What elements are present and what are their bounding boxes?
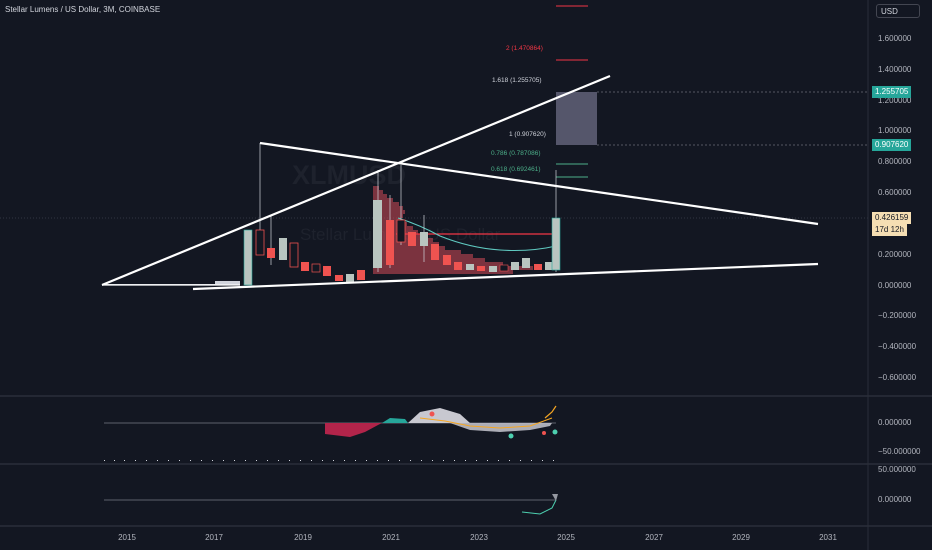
fib-label-1618: 1.618 (1.255705)	[492, 77, 542, 84]
price-tick: 0.000000	[878, 281, 912, 290]
price-tick: 0.800000	[878, 157, 912, 166]
time-tick: 2015	[118, 533, 136, 542]
fib-label-0618: 0.618 (0.692461)	[491, 166, 541, 173]
symbol-watermark: XLMUSD	[292, 160, 406, 190]
indicator1-tick: −50.000000	[878, 447, 921, 456]
time-tick: 2027	[645, 533, 663, 542]
price-tick: 1.200000	[878, 96, 912, 105]
fib-1618-price-label: 1.255705	[872, 86, 912, 98]
fib-target-box[interactable]	[556, 92, 597, 145]
time-tick: 2017	[205, 533, 223, 542]
fib-label-0786: 0.786 (0.787086)	[491, 150, 541, 157]
current-price-label: 0.426159	[872, 212, 912, 224]
price-tick: 1.000000	[878, 126, 912, 135]
fib-1-price-label: 0.907620	[872, 139, 912, 151]
price-tick: −0.400000	[878, 342, 917, 351]
indicator2-tick: 0.000000	[878, 495, 912, 504]
trendlines[interactable]	[101, 74, 819, 291]
fib-label-1: 1 (0.907620)	[509, 131, 546, 138]
time-tick: 2025	[557, 533, 575, 542]
price-tick: −0.200000	[878, 311, 917, 320]
price-tick: 0.600000	[878, 188, 912, 197]
indicator1-tick: 0.000000	[878, 418, 912, 427]
price-tick: 1.400000	[878, 65, 912, 74]
symbol-title[interactable]: Stellar Lumens / US Dollar, 3M, COINBASE	[5, 5, 161, 14]
indicator2-plot[interactable]	[104, 494, 558, 515]
time-tick: 2031	[819, 533, 837, 542]
indicator1-plot[interactable]	[104, 405, 558, 461]
indicator2-tick: 50.000000	[878, 465, 916, 474]
moving-average	[397, 217, 557, 252]
time-tick: 2021	[382, 533, 400, 542]
time-tick: 2029	[732, 533, 750, 542]
price-tick: −0.600000	[878, 373, 917, 382]
price-tick: 0.200000	[878, 250, 912, 259]
time-tick: 2023	[470, 533, 488, 542]
countdown-label: 17d 12h	[872, 224, 907, 236]
fib-label-2: 2 (1.470864)	[506, 45, 543, 52]
currency-button[interactable]: USD	[876, 4, 920, 18]
price-tick: 1.600000	[878, 34, 912, 43]
time-tick: 2019	[294, 533, 312, 542]
